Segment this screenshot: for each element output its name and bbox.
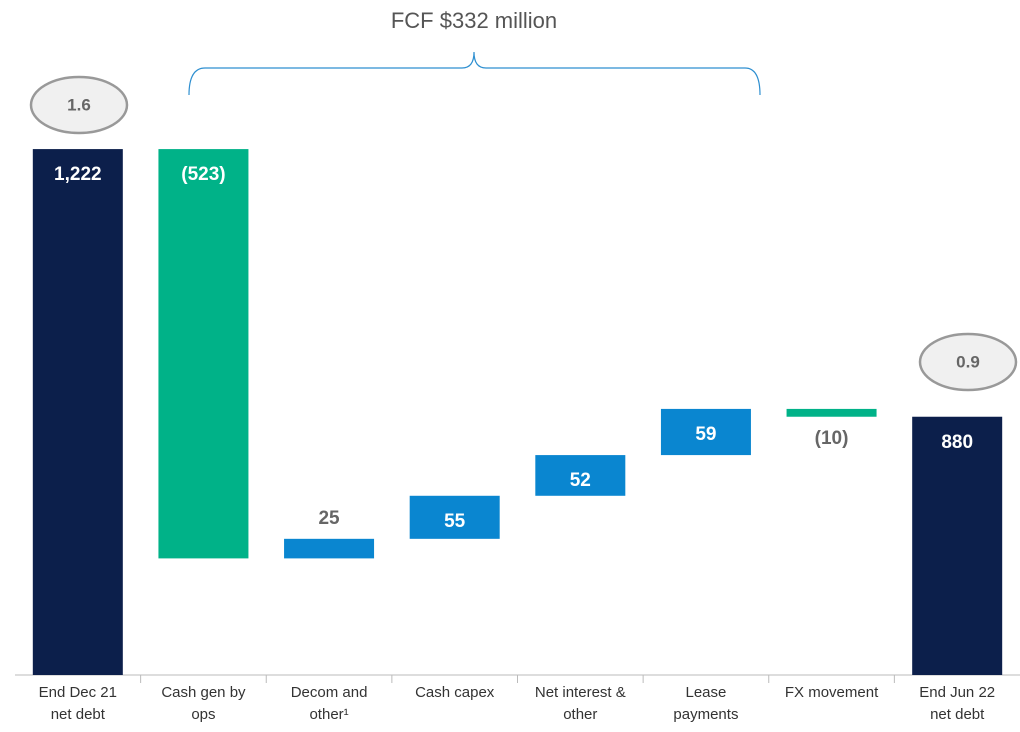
bar [284,538,375,559]
leverage-label: 1.6 [67,95,91,114]
bar [32,149,123,675]
x-tick-label: other¹ [309,706,348,723]
brace [188,51,761,96]
x-tick-label: Net interest & [535,684,626,701]
x-tick-label: payments [673,706,738,723]
bar [786,408,877,417]
x-tick-label: other [563,706,597,723]
leverage-label: 0.9 [956,352,980,371]
value-label: 55 [444,511,466,532]
x-tick-label: ops [191,706,215,723]
bar [535,455,626,496]
x-tick-label: Cash capex [415,684,495,701]
x-tick-label: End Jun 22 [919,684,995,701]
value-label: (523) [181,164,225,185]
x-tick-label: Decom and [291,684,368,701]
leverage-badge [918,332,1018,392]
bar [660,408,751,456]
leverage-badge [29,75,129,135]
value-label: 880 [941,432,973,453]
x-tick-label: Lease [686,684,727,701]
value-label: 25 [318,508,340,529]
value-label: 59 [695,424,716,445]
bar [158,149,249,559]
value-label: 1,222 [54,164,102,185]
value-label: (10) [815,428,849,449]
value-label: 52 [570,470,591,491]
x-tick-label: net debt [51,706,106,723]
x-tick-label: net debt [930,706,985,723]
x-tick-label: FX movement [785,684,879,701]
x-tick-label: Cash gen by [161,684,246,701]
bar [912,416,1003,675]
fcf-annotation: FCF $332 million [391,8,557,33]
bar [409,495,500,539]
x-tick-label: End Dec 21 [39,684,117,701]
